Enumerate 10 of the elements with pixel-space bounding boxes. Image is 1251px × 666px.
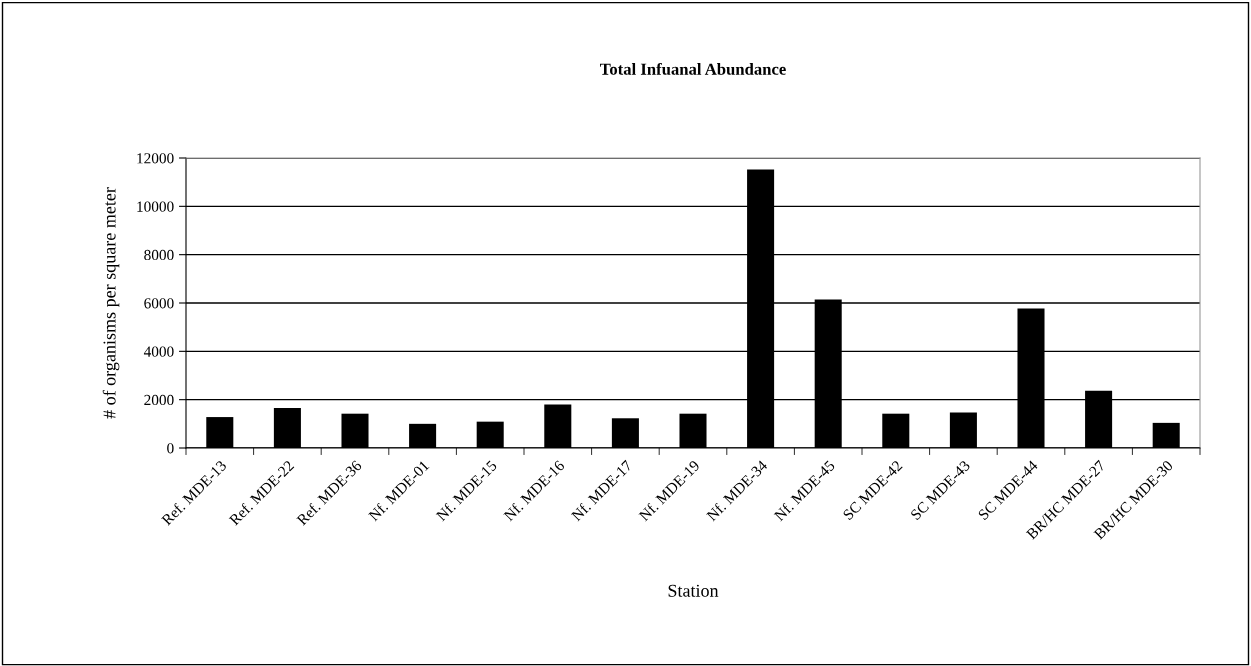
x-axis-title: Station xyxy=(668,584,719,597)
y-tick-label: 2000 xyxy=(144,394,174,406)
y-axis-title: # of organisms per square meter xyxy=(102,187,120,419)
chart-title: Total Infuanal Abundance xyxy=(600,62,786,75)
y-tick-label: 8000 xyxy=(144,249,174,261)
y-tick-label: 0 xyxy=(167,443,174,454)
y-tick-label: 10000 xyxy=(137,201,174,212)
y-tick-label: 12000 xyxy=(137,153,174,164)
y-tick-label: 6000 xyxy=(144,298,174,309)
y-tick-label: 4000 xyxy=(143,346,174,357)
